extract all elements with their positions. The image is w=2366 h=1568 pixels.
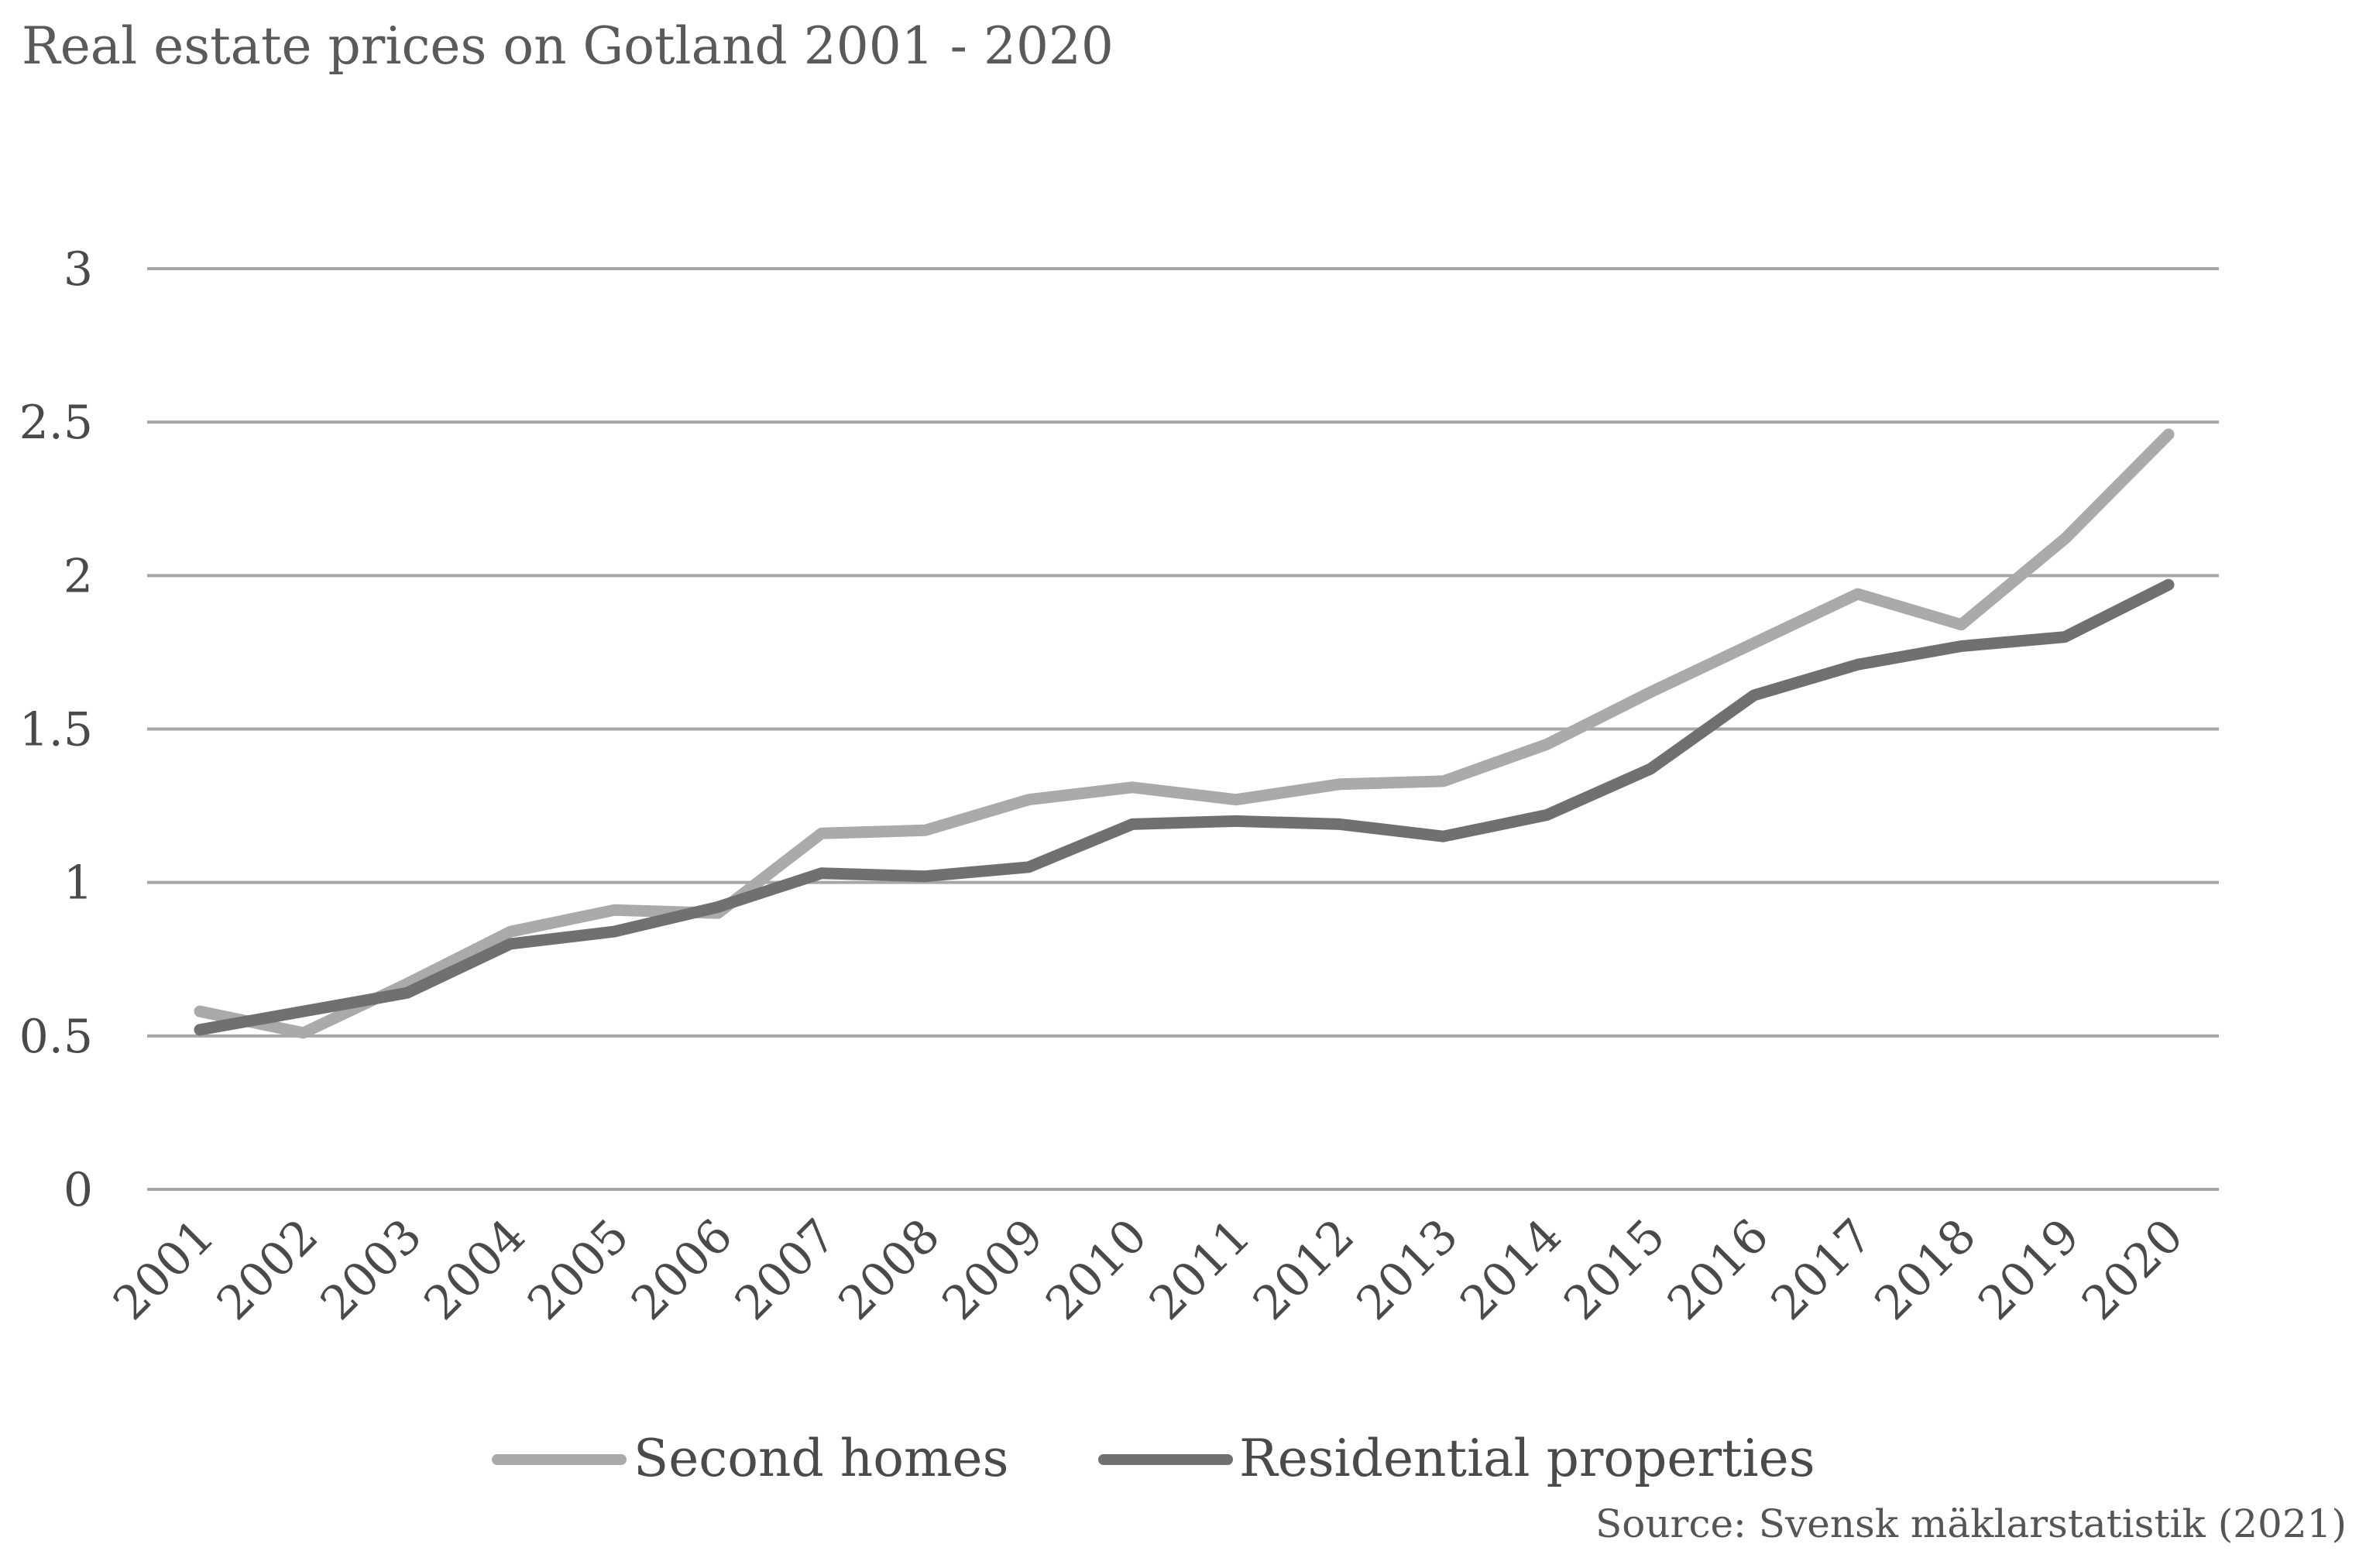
chart-title: Real estate prices on Gotland 2001 - 202…	[22, 16, 1114, 76]
y-axis-ticks: 0 0.5 1 1.5 2 2.5 3	[19, 242, 93, 1217]
x-tick-label: 2009	[932, 1209, 1053, 1330]
x-tick-label: 2018	[1865, 1209, 1987, 1330]
x-tick-label: 2008	[829, 1209, 950, 1330]
y-tick-label: 2	[64, 549, 93, 603]
y-tick-label: 0	[64, 1163, 93, 1217]
series-line-residential-properties	[194, 578, 2175, 1036]
y-tick-label: 2.5	[19, 396, 93, 450]
legend-label-residential-properties: Residential properties	[1239, 1429, 1815, 1488]
x-tick-label: 2005	[517, 1209, 639, 1330]
x-tick-label: 2012	[1243, 1209, 1365, 1330]
x-tick-label: 2006	[621, 1209, 743, 1330]
x-tick-label: 2002	[207, 1209, 328, 1330]
x-tick-label: 2020	[2072, 1209, 2193, 1330]
x-tick-label: 2019	[1968, 1209, 2090, 1330]
y-tick-label: 1	[64, 856, 93, 911]
y-tick-label: 3	[64, 242, 93, 297]
x-tick-label: 2004	[414, 1209, 536, 1330]
y-tick-label: 0.5	[19, 1010, 93, 1064]
x-tick-label: 2007	[725, 1209, 846, 1330]
x-tick-label: 2011	[1139, 1209, 1261, 1330]
y-tick-label: 1.5	[19, 703, 93, 757]
source-note: Source: Svensk mäklarstatistik (2021)	[1595, 1501, 2347, 1546]
legend-label-second-homes: Second homes	[634, 1429, 1008, 1488]
x-tick-label: 2003	[311, 1209, 432, 1330]
x-tick-label: 2016	[1657, 1209, 1779, 1330]
x-tick-label: 2010	[1035, 1209, 1157, 1330]
grid-lines	[147, 267, 2219, 1191]
series-line-second-homes	[194, 428, 2175, 1039]
x-axis-ticks: 2001200220032004200520062007200820092010…	[103, 1209, 2193, 1330]
x-tick-label: 2013	[1347, 1209, 1468, 1330]
x-tick-label: 2001	[103, 1209, 225, 1330]
legend: Second homes Residential properties	[492, 1429, 1815, 1488]
x-tick-label: 2015	[1554, 1209, 1675, 1330]
x-tick-label: 2014	[1450, 1209, 1571, 1330]
series-lines	[194, 428, 2175, 1039]
x-tick-label: 2017	[1761, 1209, 1883, 1330]
